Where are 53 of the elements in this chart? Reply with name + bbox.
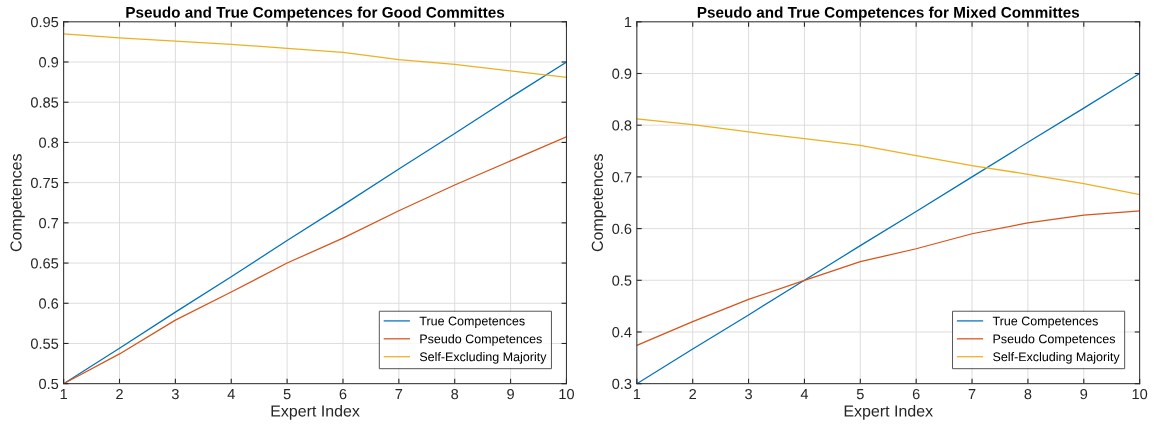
- x-tick-label: 8: [451, 388, 459, 400]
- x-axis-title: Expert Index: [844, 404, 933, 420]
- y-axis-title: Competences: [591, 154, 607, 252]
- legend-label: Pseudo Competences: [993, 334, 1116, 346]
- x-tick-label: 4: [227, 389, 235, 400]
- x-tick-label: 6: [912, 388, 920, 400]
- x-tick-label: 9: [507, 388, 514, 400]
- y-tick-label: 0.5: [39, 378, 59, 390]
- legend-label: True Competences: [419, 316, 525, 328]
- y-tick-label: 0.75: [30, 177, 59, 189]
- chart-title: Pseudo and True Competences for Good Committes: [126, 6, 505, 21]
- x-tick-label: 9: [1080, 388, 1088, 400]
- y-tick-label: 0.9: [39, 57, 59, 68]
- y-tick-label: 0.7: [39, 217, 59, 229]
- x-tick-label: 2: [116, 388, 123, 400]
- y-tick-label: 0.8: [612, 120, 632, 131]
- line-series: [636, 210, 1140, 347]
- x-tick-label: 7: [395, 389, 403, 400]
- legend-label: Pseudo Competences: [420, 334, 542, 346]
- x-tick-label: 1: [60, 389, 67, 400]
- y-tick-label: 0.8: [39, 137, 59, 148]
- y-tick-label: 0.3: [612, 378, 632, 390]
- x-tick-label: 10: [1132, 388, 1148, 400]
- y-tick-label: 0.7: [612, 171, 632, 183]
- y-tick-label: 0.5: [612, 275, 632, 286]
- y-tick-label: 0.9: [612, 68, 632, 79]
- x-tick-label: 2: [689, 388, 697, 400]
- x-tick-label: 4: [800, 389, 809, 400]
- x-tick-label: 7: [968, 389, 976, 400]
- legend-label: Self-Excluding Majority: [419, 352, 547, 364]
- line-series: [636, 118, 1140, 196]
- x-tick-label: 6: [339, 388, 347, 400]
- y-tick-label: 0.6: [39, 298, 59, 309]
- x-axis-title: Expert Index: [271, 404, 360, 420]
- y-tick-label: 0.4: [612, 327, 632, 338]
- x-tick-label: 8: [1024, 388, 1032, 400]
- x-tick-label: 5: [856, 389, 864, 400]
- y-tick-label: 0.55: [30, 338, 59, 349]
- y-axis-title: Competences: [10, 154, 25, 252]
- legend-label: True Competences: [992, 316, 1098, 328]
- y-tick-label: 0.85: [30, 97, 59, 108]
- y-tick-label: 0.65: [30, 258, 59, 269]
- legend-label: Self-Excluding Majority: [993, 352, 1120, 364]
- y-tick-label: 0.6: [612, 223, 632, 235]
- y-tick-label: 0.95: [30, 16, 59, 28]
- x-tick-label: 1: [633, 389, 641, 400]
- chart-title: Pseudo and True Competences for Mixed Committes: [697, 6, 1080, 21]
- x-tick-label: 10: [559, 388, 574, 400]
- x-tick-label: 5: [283, 389, 291, 400]
- x-tick-label: 3: [171, 388, 179, 400]
- y-tick-label: 1: [624, 17, 632, 28]
- line-series: [63, 33, 567, 78]
- x-tick-label: 3: [745, 388, 752, 400]
